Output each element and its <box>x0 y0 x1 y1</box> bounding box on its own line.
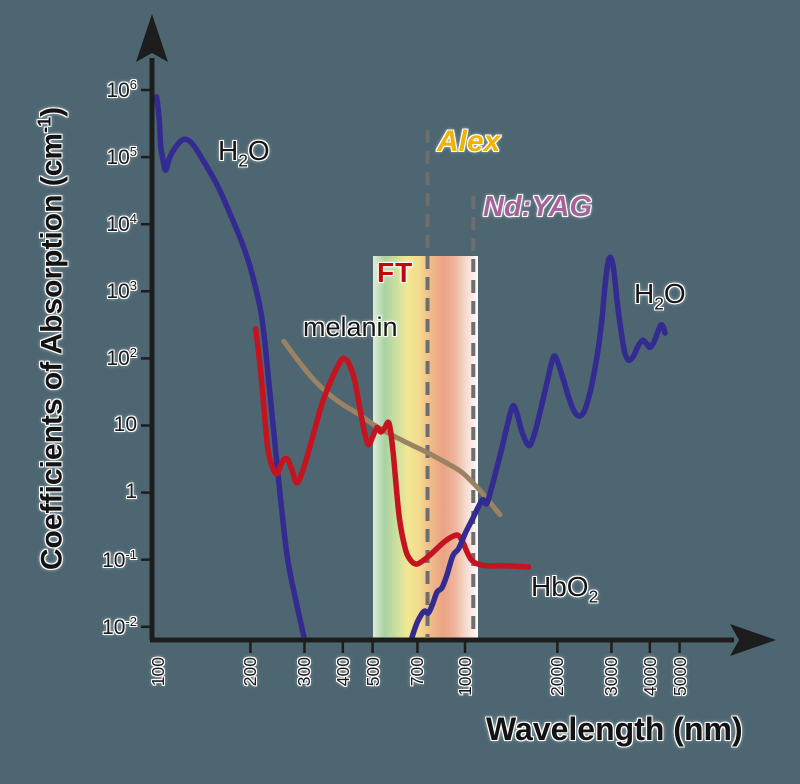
x-tick-label: 400 <box>332 657 353 687</box>
hbo2-curve <box>252 326 532 570</box>
x-tick-label: 100 <box>148 657 168 687</box>
axes <box>136 14 776 656</box>
x-axis-arrowhead-icon <box>730 624 776 656</box>
y-tick-label: 104 <box>106 211 137 237</box>
h2o-ir-label: H2O <box>634 278 686 314</box>
absorption-curves <box>153 94 668 640</box>
x-tick-label: 500 <box>362 657 383 687</box>
y-tick-label: 103 <box>106 278 137 304</box>
x-tick-label: 200 <box>240 657 261 687</box>
x-tick-label: 1000 <box>455 657 475 696</box>
x-tick-label: 4000 <box>639 657 660 696</box>
y-tick-label: 10 <box>113 412 137 436</box>
x-axis-title: Wavelength (nm) <box>486 711 743 747</box>
x-tick-label: 700 <box>407 657 428 687</box>
y-tick-label: 102 <box>106 345 137 371</box>
y-tick-label: 10-1 <box>102 546 137 572</box>
h2o-uv-label: H2O <box>218 135 270 171</box>
x-tick-label: 5000 <box>669 657 690 696</box>
x-tick-label: 3000 <box>601 657 622 696</box>
y-tick-label: 106 <box>106 77 137 102</box>
y-tick-label: 105 <box>106 144 137 170</box>
h2o-ir-side--curve <box>409 254 668 640</box>
x-tick-label: 2000 <box>547 657 568 696</box>
melanin-label: melanin <box>303 312 398 342</box>
alexandrite-laser-label: Alex <box>437 125 501 158</box>
y-axis-arrowhead-icon <box>136 14 168 62</box>
ft-band-label: FT <box>377 257 414 288</box>
y-tick-label: 1 <box>125 479 137 503</box>
y-tick-label: 10-2 <box>102 613 137 639</box>
h2o-uv-side--curve <box>153 94 307 640</box>
ndyag-laser-label: Nd:YAG <box>483 191 593 223</box>
hbo2-label: HbO2 <box>531 571 599 607</box>
x-tick-label: 300 <box>294 657 315 687</box>
